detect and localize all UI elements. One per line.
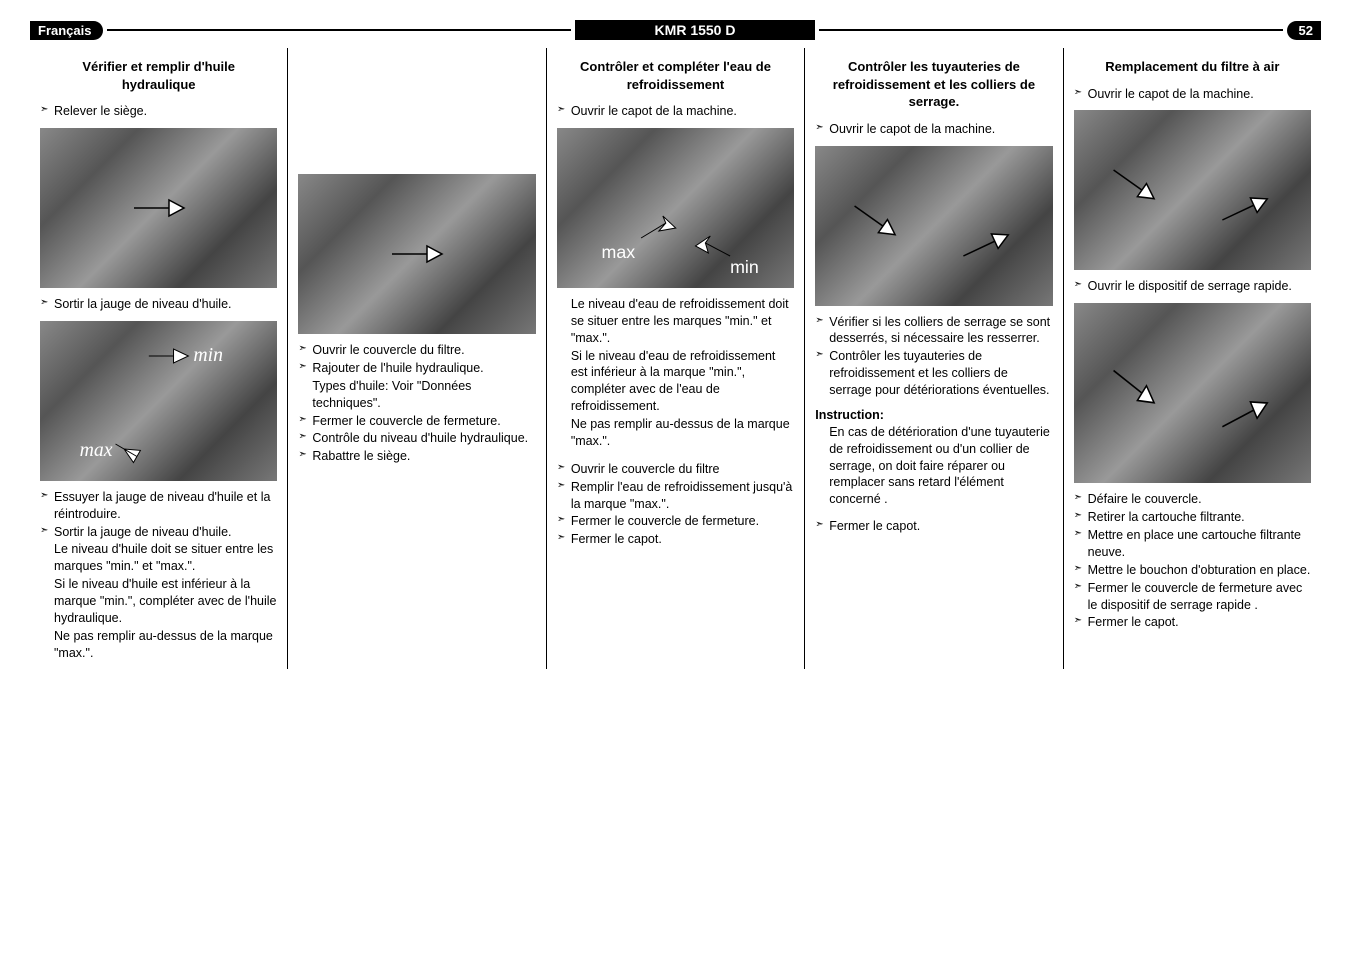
content-columns: Vérifier et remplir d'huile hydrauliqueR…	[30, 48, 1321, 669]
instruction-step: Essuyer la jauge de niveau d'huile et la…	[40, 489, 277, 523]
instruction-list: Ouvrir le capot de la machine.	[815, 121, 1052, 138]
instruction-list: Vérifier si les colliers de serrage se s…	[815, 314, 1052, 536]
instruction-note: Le niveau d'huile doit se situer entre l…	[40, 541, 277, 575]
instruction-step: Relever le siège.	[40, 103, 277, 120]
instruction-note: Ne pas remplir au-dessus de la marque "m…	[40, 628, 277, 662]
section-title: Contrôler les tuyauteries de refroidisse…	[815, 54, 1052, 121]
svg-text:min: min	[730, 257, 759, 277]
page-header: Français KMR 1550 D 52	[30, 20, 1321, 40]
column-1: Ouvrir le couvercle du filtre.Rajouter d…	[288, 48, 546, 669]
instruction-step: Ouvrir le dispositif de serrage rapide.	[1074, 278, 1311, 295]
instruction-step: Fermer le couvercle de fermeture avec le…	[1074, 580, 1311, 614]
column-2: Contrôler et compléter l'eau de refroidi…	[547, 48, 805, 669]
instruction-step: Fermer le capot.	[557, 531, 794, 548]
svg-text:max: max	[80, 439, 113, 461]
instruction-step: Vérifier si les colliers de serrage se s…	[815, 314, 1052, 348]
spacer	[815, 508, 1052, 518]
instruction-step: Fermer le capot.	[1074, 614, 1311, 631]
instruction-note: Le niveau d'eau de refroidissement doit …	[557, 296, 794, 347]
instruction-step: Ouvrir le couvercle du filtre.	[298, 342, 535, 359]
instruction-note: Ne pas remplir au-dessus de la marque "m…	[557, 416, 794, 450]
instruction-step: Retirer la cartouche filtrante.	[1074, 509, 1311, 526]
instruction-step: Contrôler les tuyauteries de refroidisse…	[815, 348, 1052, 399]
figure-image	[1074, 303, 1311, 483]
instruction-step: Ouvrir le capot de la machine.	[815, 121, 1052, 138]
section-title: Contrôler et compléter l'eau de refroidi…	[557, 54, 794, 103]
instruction-list: Défaire le couvercle.Retirer la cartouch…	[1074, 491, 1311, 631]
header-rule-left	[107, 29, 570, 31]
header-rule-right	[819, 29, 1282, 31]
instruction-step: Ouvrir le capot de la machine.	[1074, 86, 1311, 103]
instruction-list: Le niveau d'eau de refroidissement doit …	[557, 296, 794, 548]
instruction-list: Essuyer la jauge de niveau d'huile et la…	[40, 489, 277, 662]
instruction-step: Ouvrir le capot de la machine.	[557, 103, 794, 120]
instruction-step: Ouvrir le couvercle du filtre	[557, 461, 794, 478]
instruction-step: Sortir la jauge de niveau d'huile.	[40, 524, 277, 541]
instruction-list: Ouvrir le dispositif de serrage rapide.	[1074, 278, 1311, 295]
instruction-note: Types d'huile: Voir "Données techniques"…	[298, 378, 535, 412]
figure-image: max min	[557, 128, 794, 288]
instruction-heading: Instruction:	[815, 407, 1052, 424]
instruction-step: Rabattre le siège.	[298, 448, 535, 465]
instruction-list: Ouvrir le couvercle du filtre.Rajouter d…	[298, 342, 535, 465]
instruction-step: Mettre le bouchon d'obturation en place.	[1074, 562, 1311, 579]
instruction-note: Si le niveau d'huile est inférieur à la …	[40, 576, 277, 627]
figure-image	[298, 174, 535, 334]
instruction-step: Fermer le capot.	[815, 518, 1052, 535]
instruction-list: Ouvrir le capot de la machine.	[1074, 86, 1311, 103]
instruction-step: Remplir l'eau de refroidissement jusqu'à…	[557, 479, 794, 513]
instruction-step: Fermer le couvercle de fermeture.	[298, 413, 535, 430]
column-4: Remplacement du filtre à airOuvrir le ca…	[1064, 48, 1321, 669]
language-label: Français	[30, 21, 103, 40]
section-title: Remplacement du filtre à air	[1074, 54, 1311, 86]
instruction-step: Contrôle du niveau d'huile hydraulique.	[298, 430, 535, 447]
section-title: Vérifier et remplir d'huile hydraulique	[40, 54, 277, 103]
instruction-step: Défaire le couvercle.	[1074, 491, 1311, 508]
svg-text:min: min	[193, 344, 223, 366]
instruction-list: Relever le siège.	[40, 103, 277, 120]
instruction-body: En cas de détérioration d'une tuyauterie…	[815, 424, 1052, 508]
model-title: KMR 1550 D	[575, 20, 816, 40]
instruction-step: Fermer le couvercle de fermeture.	[557, 513, 794, 530]
svg-text:max: max	[601, 242, 635, 262]
page-number: 52	[1287, 21, 1321, 40]
instruction-list: Sortir la jauge de niveau d'huile.	[40, 296, 277, 313]
column-0: Vérifier et remplir d'huile hydrauliqueR…	[30, 48, 288, 669]
instruction-list: Ouvrir le capot de la machine.	[557, 103, 794, 120]
instruction-step: Sortir la jauge de niveau d'huile.	[40, 296, 277, 313]
instruction-step: Mettre en place une cartouche filtrante …	[1074, 527, 1311, 561]
figure-image	[1074, 110, 1311, 270]
spacer	[557, 451, 794, 461]
instruction-note: Si le niveau d'eau de refroidissement es…	[557, 348, 794, 416]
column-3: Contrôler les tuyauteries de refroidisse…	[805, 48, 1063, 669]
figure-image	[40, 128, 277, 288]
instruction-step: Rajouter de l'huile hydraulique.	[298, 360, 535, 377]
figure-image	[815, 146, 1052, 306]
figure-image: min max	[40, 321, 277, 481]
